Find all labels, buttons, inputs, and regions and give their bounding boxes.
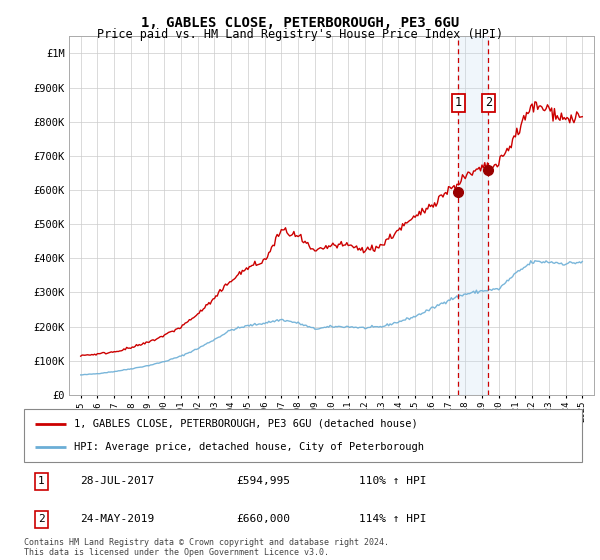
Text: £660,000: £660,000 [236,514,290,524]
Text: 24-MAY-2019: 24-MAY-2019 [80,514,154,524]
Text: 2: 2 [38,514,45,524]
Text: Price paid vs. HM Land Registry's House Price Index (HPI): Price paid vs. HM Land Registry's House … [97,28,503,41]
Bar [458,36,488,395]
Text: 114% ↑ HPI: 114% ↑ HPI [359,514,426,524]
Text: £594,995: £594,995 [236,477,290,487]
Text: 1: 1 [38,477,45,487]
Text: 1, GABLES CLOSE, PETERBOROUGH, PE3 6GU (detached house): 1, GABLES CLOSE, PETERBOROUGH, PE3 6GU (… [74,419,418,429]
Text: 1: 1 [455,96,461,109]
Text: 28-JUL-2017: 28-JUL-2017 [80,477,154,487]
Text: 2: 2 [485,96,492,109]
Text: 110% ↑ HPI: 110% ↑ HPI [359,477,426,487]
Text: 1, GABLES CLOSE, PETERBOROUGH, PE3 6GU: 1, GABLES CLOSE, PETERBOROUGH, PE3 6GU [141,16,459,30]
Text: HPI: Average price, detached house, City of Peterborough: HPI: Average price, detached house, City… [74,442,424,452]
Text: Contains HM Land Registry data © Crown copyright and database right 2024.
This d: Contains HM Land Registry data © Crown c… [24,538,389,557]
